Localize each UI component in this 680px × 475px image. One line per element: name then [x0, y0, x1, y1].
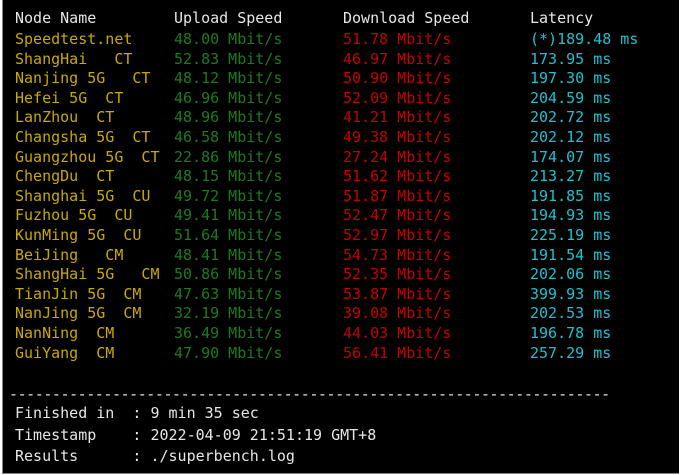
node-name: Speedtest.net	[15, 30, 133, 48]
node-name: Nanjing 5G CT	[15, 69, 151, 88]
upload-speed: 49.72 Mbit/s	[174, 186, 283, 205]
upload-speed: 48.00 Mbit/s	[174, 30, 283, 48]
latency-value: 399.93 ms	[530, 284, 612, 303]
upload-speed: 48.96 Mbit/s	[174, 108, 283, 127]
node-name: ShangHai 5G CM	[15, 265, 160, 284]
node-name: ShangHai CT	[15, 49, 133, 68]
latency-value: 257.29 ms	[530, 343, 612, 362]
latency-value: 196.78 ms	[530, 324, 612, 342]
node-name: KunMing 5G CU	[15, 226, 142, 244]
node-name: TianJin 5G CM	[15, 284, 142, 303]
upload-speed: 46.58 Mbit/s	[174, 128, 283, 146]
upload-speed: 49.41 Mbit/s	[174, 206, 283, 225]
download-speed: 54.73 Mbit/s	[343, 245, 452, 264]
download-speed: 56.41 Mbit/s	[343, 343, 452, 362]
upload-speed: 48.12 Mbit/s	[174, 69, 283, 88]
download-speed: 51.62 Mbit/s	[343, 167, 452, 186]
latency-value: 202.72 ms	[530, 108, 612, 127]
node-name: NanNing CM	[15, 324, 115, 342]
node-name: NanJing 5G CM	[15, 304, 142, 323]
latency-value: 202.53 ms	[530, 304, 612, 323]
header-upload-speed: Upload Speed	[174, 9, 283, 27]
upload-speed: 51.64 Mbit/s	[174, 226, 283, 244]
download-speed: 44.03 Mbit/s	[343, 324, 452, 342]
latency-value: 174.07 ms	[530, 147, 612, 166]
latency-value: 197.30 ms	[530, 69, 612, 88]
timestamp-line: Timestamp : 2022-04-09 21:51:19 GMT+8	[15, 426, 377, 444]
upload-speed: 22.86 Mbit/s	[174, 147, 283, 166]
results-line: Results : ./superbench.log	[15, 447, 295, 465]
upload-speed: 46.96 Mbit/s	[174, 88, 283, 107]
download-speed: 50.90 Mbit/s	[343, 69, 452, 88]
finished-in-line: Finished in : 9 min 35 sec	[15, 404, 259, 422]
download-speed: 49.38 Mbit/s	[343, 128, 452, 146]
node-name: BeiJing CM	[15, 245, 124, 264]
download-speed: 51.78 Mbit/s	[343, 30, 452, 48]
download-speed: 52.09 Mbit/s	[343, 88, 452, 107]
separator-line: ----------------------------------------…	[9, 385, 610, 403]
header-download-speed: Download Speed	[343, 9, 470, 27]
node-name: Changsha 5G CT	[15, 128, 151, 146]
download-speed: 53.87 Mbit/s	[343, 284, 452, 303]
latency-value: 191.85 ms	[530, 186, 612, 205]
latency-value: 225.19 ms	[530, 226, 612, 244]
download-speed: 52.35 Mbit/s	[343, 265, 452, 284]
header-latency: Latency	[530, 9, 594, 27]
download-speed: 39.08 Mbit/s	[343, 304, 452, 323]
latency-value: 173.95 ms	[530, 49, 612, 68]
download-speed: 46.97 Mbit/s	[343, 49, 452, 68]
latency-value: (*)189.48 ms	[530, 30, 639, 48]
upload-speed: 52.83 Mbit/s	[174, 49, 283, 68]
download-speed: 52.97 Mbit/s	[343, 226, 452, 244]
latency-value: 202.06 ms	[530, 265, 612, 284]
upload-speed: 47.63 Mbit/s	[174, 284, 283, 303]
node-name: GuiYang CM	[15, 343, 115, 362]
upload-speed: 47.90 Mbit/s	[174, 343, 283, 362]
latency-value: 204.59 ms	[530, 88, 612, 107]
latency-value: 213.27 ms	[530, 167, 612, 186]
upload-speed: 32.19 Mbit/s	[174, 304, 283, 323]
download-speed: 41.21 Mbit/s	[343, 108, 452, 127]
upload-speed: 50.86 Mbit/s	[174, 265, 283, 284]
upload-speed: 48.15 Mbit/s	[174, 167, 283, 186]
node-name: Guangzhou 5G CT	[15, 147, 160, 166]
download-speed: 52.47 Mbit/s	[343, 206, 452, 225]
node-name: ChengDu CT	[15, 167, 115, 186]
node-name: Hefei 5G CT	[15, 88, 124, 107]
download-speed: 51.87 Mbit/s	[343, 186, 452, 205]
download-speed: 27.24 Mbit/s	[343, 147, 452, 166]
latency-value: 202.12 ms	[530, 128, 612, 146]
upload-speed: 36.49 Mbit/s	[174, 324, 283, 342]
latency-value: 191.54 ms	[530, 245, 612, 264]
latency-value: 194.93 ms	[530, 206, 612, 225]
node-name: LanZhou CT	[15, 108, 115, 127]
table-header: Node Name Upload Speed Download Speed La…	[3, 8, 593, 28]
upload-speed: 48.41 Mbit/s	[174, 245, 283, 264]
node-name: Fuzhou 5G CU	[15, 206, 133, 225]
node-name: Shanghai 5G CU	[15, 186, 151, 205]
header-node-name: Node Name	[15, 9, 97, 27]
